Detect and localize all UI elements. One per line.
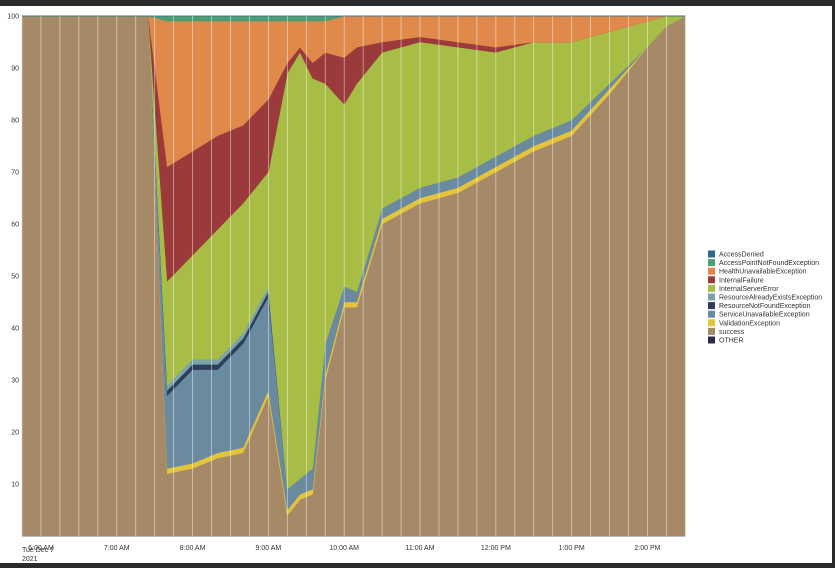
legend-label: InternalFailure	[719, 277, 764, 284]
x-tick-label: 11:00 AM	[405, 545, 434, 552]
legend-swatch	[708, 259, 715, 267]
legend-swatch	[708, 336, 715, 344]
y-tick-label: 20	[11, 430, 19, 437]
y-tick-label: 50	[11, 274, 19, 281]
y-tick-label: 60	[11, 222, 19, 229]
legend-swatch	[708, 302, 715, 310]
legend-swatch	[708, 293, 715, 301]
x-tick-label: 9:00 AM	[256, 545, 282, 552]
legend-label: ResourceNotFoundException	[719, 303, 811, 310]
y-tick-label: 100	[7, 14, 19, 21]
vertical-gridlines	[21, 16, 686, 536]
y-tick-label: 70	[11, 170, 19, 177]
legend-swatch	[708, 319, 715, 327]
legend-swatch	[708, 327, 715, 335]
stacked-area-chart: 10 20 30 40 50 60 70 80 90 100 6:00 AM 7:00 AM 8:00…	[7, 14, 822, 564]
y-tick-label: 40	[11, 326, 19, 333]
legend-label: AccessDenied	[719, 252, 764, 259]
legend-label: ValidationException	[719, 320, 780, 327]
legend: AccessDeniedAccessPointNotFoundException…	[708, 250, 822, 345]
x-tick-label: 12:00 PM	[481, 545, 511, 552]
x-axis-date-label: Tue Dec 7	[22, 547, 54, 554]
x-tick-label: 10:00 AM	[329, 545, 359, 552]
x-axis: 6:00 AM 7:00 AM 8:00 AM 9:00 AM 10:00 AM 11:0…	[28, 545, 661, 552]
y-tick-label: 90	[11, 66, 19, 73]
y-tick-label: 10	[11, 482, 19, 489]
y-axis: 10 20 30 40 50 60 70 80 90 100	[7, 14, 19, 489]
x-tick-label: 7:00 AM	[104, 545, 130, 552]
x-tick-label: 1:00 PM	[559, 545, 585, 552]
y-tick-label: 30	[11, 378, 19, 385]
legend-swatch	[708, 284, 715, 292]
plot-area	[21, 15, 686, 537]
x-tick-label: 8:00 AM	[180, 545, 206, 552]
x-tick-label: 6:00 AM	[28, 545, 54, 552]
legend-swatch	[708, 276, 715, 284]
x-axis-year-label: 2021	[22, 556, 38, 563]
legend-swatch	[708, 267, 715, 275]
legend-label: InternalServerError	[719, 286, 779, 293]
x-tick-label: 2:00 PM	[634, 545, 660, 552]
legend-label: ServiceUnavailableException	[719, 312, 810, 319]
legend-swatch	[708, 310, 715, 318]
legend-swatch	[708, 250, 715, 258]
legend-label: OTHER	[719, 338, 744, 345]
legend-label: success	[719, 329, 745, 336]
y-tick-label: 80	[11, 118, 19, 125]
legend-label: AccessPointNotFoundException	[719, 260, 819, 267]
legend-label: HealthUnavailableException	[719, 269, 807, 276]
legend-label: ResourceAlreadyExistsException	[719, 295, 822, 302]
